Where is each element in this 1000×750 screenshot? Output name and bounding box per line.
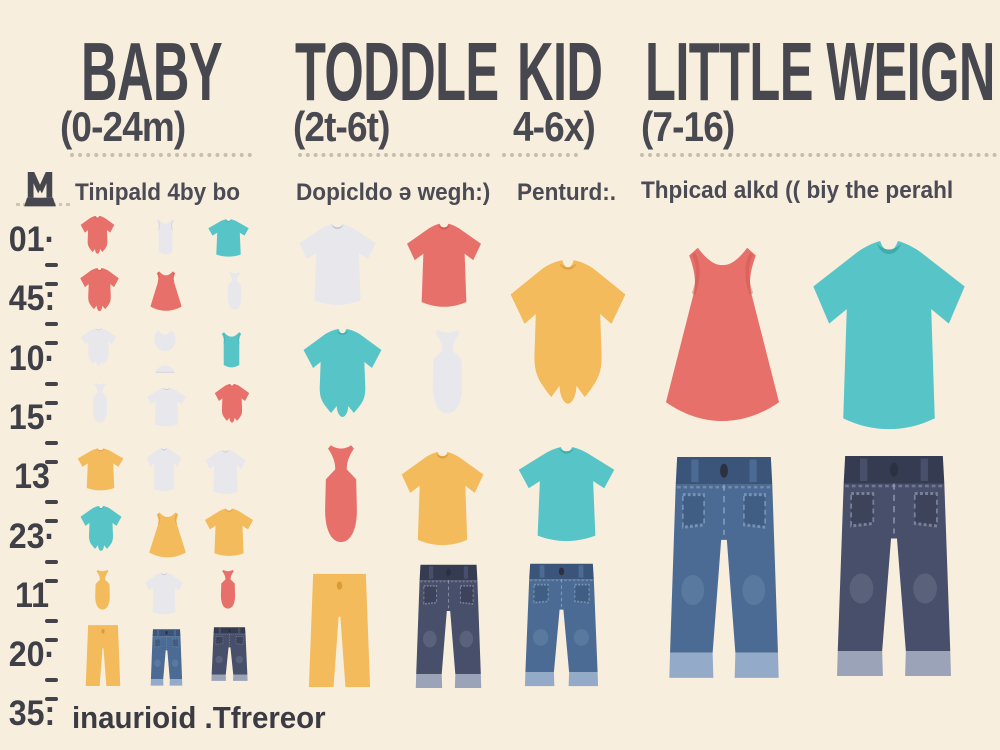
garment-pants: [297, 570, 382, 700]
garment-dress: [144, 511, 191, 561]
garment-jeans: [206, 626, 253, 687]
column-subtitle-kid: Penturd:.: [517, 179, 617, 206]
column-subtitle-little: Thpicad alkd (( biy the perahl: [641, 177, 954, 204]
footer-caption: inaurioid .Tfrereor: [72, 700, 326, 735]
garment-tshirt: [201, 507, 257, 559]
garment-bib: [149, 329, 181, 357]
garment-jeans: [406, 562, 491, 702]
garment-jeans: [146, 628, 187, 692]
garment-tshirt: [293, 221, 382, 310]
garment-dress: [650, 242, 795, 435]
garment-onesie: [77, 215, 118, 258]
garment-tshirt: [401, 221, 487, 312]
garment-onesie: [211, 383, 253, 427]
garment-tshirt: [144, 446, 184, 494]
garment-pants: [79, 623, 127, 693]
garment-hat: [152, 361, 178, 375]
garment-jeans: [653, 452, 795, 703]
garment-halter: [414, 328, 481, 423]
measure-m-icon: [22, 168, 58, 208]
garment-jeans: [514, 561, 609, 700]
garment-onesie: [295, 327, 390, 427]
garment-tshirt: [144, 386, 189, 429]
garment-halter: [84, 382, 116, 427]
column-title-kid: KID: [517, 25, 603, 118]
garment-tshirt: [395, 449, 490, 551]
garment-halter: [212, 569, 244, 613]
garment-onesie: [76, 505, 126, 556]
garment-tshirt: [202, 448, 249, 497]
garment-tshirt: [142, 571, 186, 617]
column-subtitle-baby: Tinipald 4by bo: [75, 179, 241, 206]
column-subtitle-toddle: Dopicldo ə wegh:): [296, 179, 491, 206]
garment-jeans: [820, 451, 968, 701]
garment-dress: [146, 270, 186, 314]
garment-tank: [148, 218, 183, 258]
garment-halter: [305, 443, 377, 553]
garment-tank: [212, 331, 251, 371]
garment-halter: [86, 569, 119, 614]
column-range-toddle: (2t-6t): [293, 103, 390, 150]
column-range-little: (7-16): [641, 103, 735, 150]
column-title-toddle: TODDLE: [295, 25, 499, 118]
column-range-baby: (0-24m): [60, 103, 186, 150]
garment-onesie: [498, 257, 638, 420]
garment-onesie: [77, 327, 120, 370]
dotted-divider: [298, 153, 490, 157]
garment-tshirt: [801, 235, 977, 441]
garment-halter: [219, 271, 250, 314]
column-title-little: LITTLE WEIGN: [645, 25, 995, 118]
column-range-kid: 4-6x): [513, 103, 596, 150]
garment-tshirt: [511, 444, 622, 547]
dotted-divider: [70, 153, 252, 157]
dotted-divider: [640, 153, 997, 157]
garment-tshirt: [74, 447, 127, 493]
dotted-divider: [502, 153, 578, 157]
garment-tshirt: [205, 218, 252, 259]
column-title-baby: BABY: [81, 25, 223, 118]
garment-onesie: [76, 267, 123, 316]
